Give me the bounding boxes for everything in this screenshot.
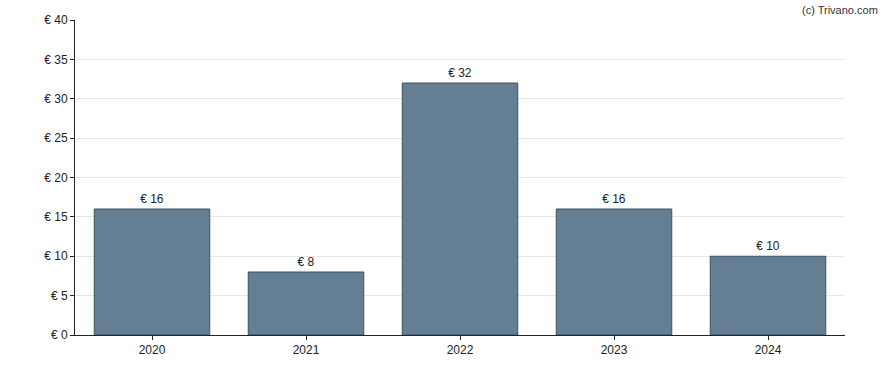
svg-text:€ 0: € 0 [51, 328, 68, 342]
svg-text:€ 15: € 15 [44, 210, 68, 224]
svg-text:€ 5: € 5 [51, 289, 68, 303]
svg-text:2024: 2024 [755, 343, 782, 357]
svg-text:€ 16: € 16 [140, 192, 164, 206]
svg-text:2023: 2023 [601, 343, 628, 357]
svg-text:€ 10: € 10 [44, 249, 68, 263]
svg-text:€ 8: € 8 [297, 255, 314, 269]
svg-text:€ 16: € 16 [602, 192, 626, 206]
svg-text:€ 30: € 30 [44, 92, 68, 106]
svg-text:€ 25: € 25 [44, 131, 68, 145]
svg-text:(c) Trivano.com: (c) Trivano.com [802, 4, 878, 16]
svg-text:2020: 2020 [139, 343, 166, 357]
svg-text:€ 40: € 40 [44, 13, 68, 27]
svg-text:€ 35: € 35 [44, 53, 68, 67]
svg-text:€ 32: € 32 [448, 66, 472, 80]
svg-text:2021: 2021 [293, 343, 320, 357]
svg-text:€ 10: € 10 [756, 239, 780, 253]
svg-text:€ 20: € 20 [44, 171, 68, 185]
svg-text:2022: 2022 [447, 343, 474, 357]
